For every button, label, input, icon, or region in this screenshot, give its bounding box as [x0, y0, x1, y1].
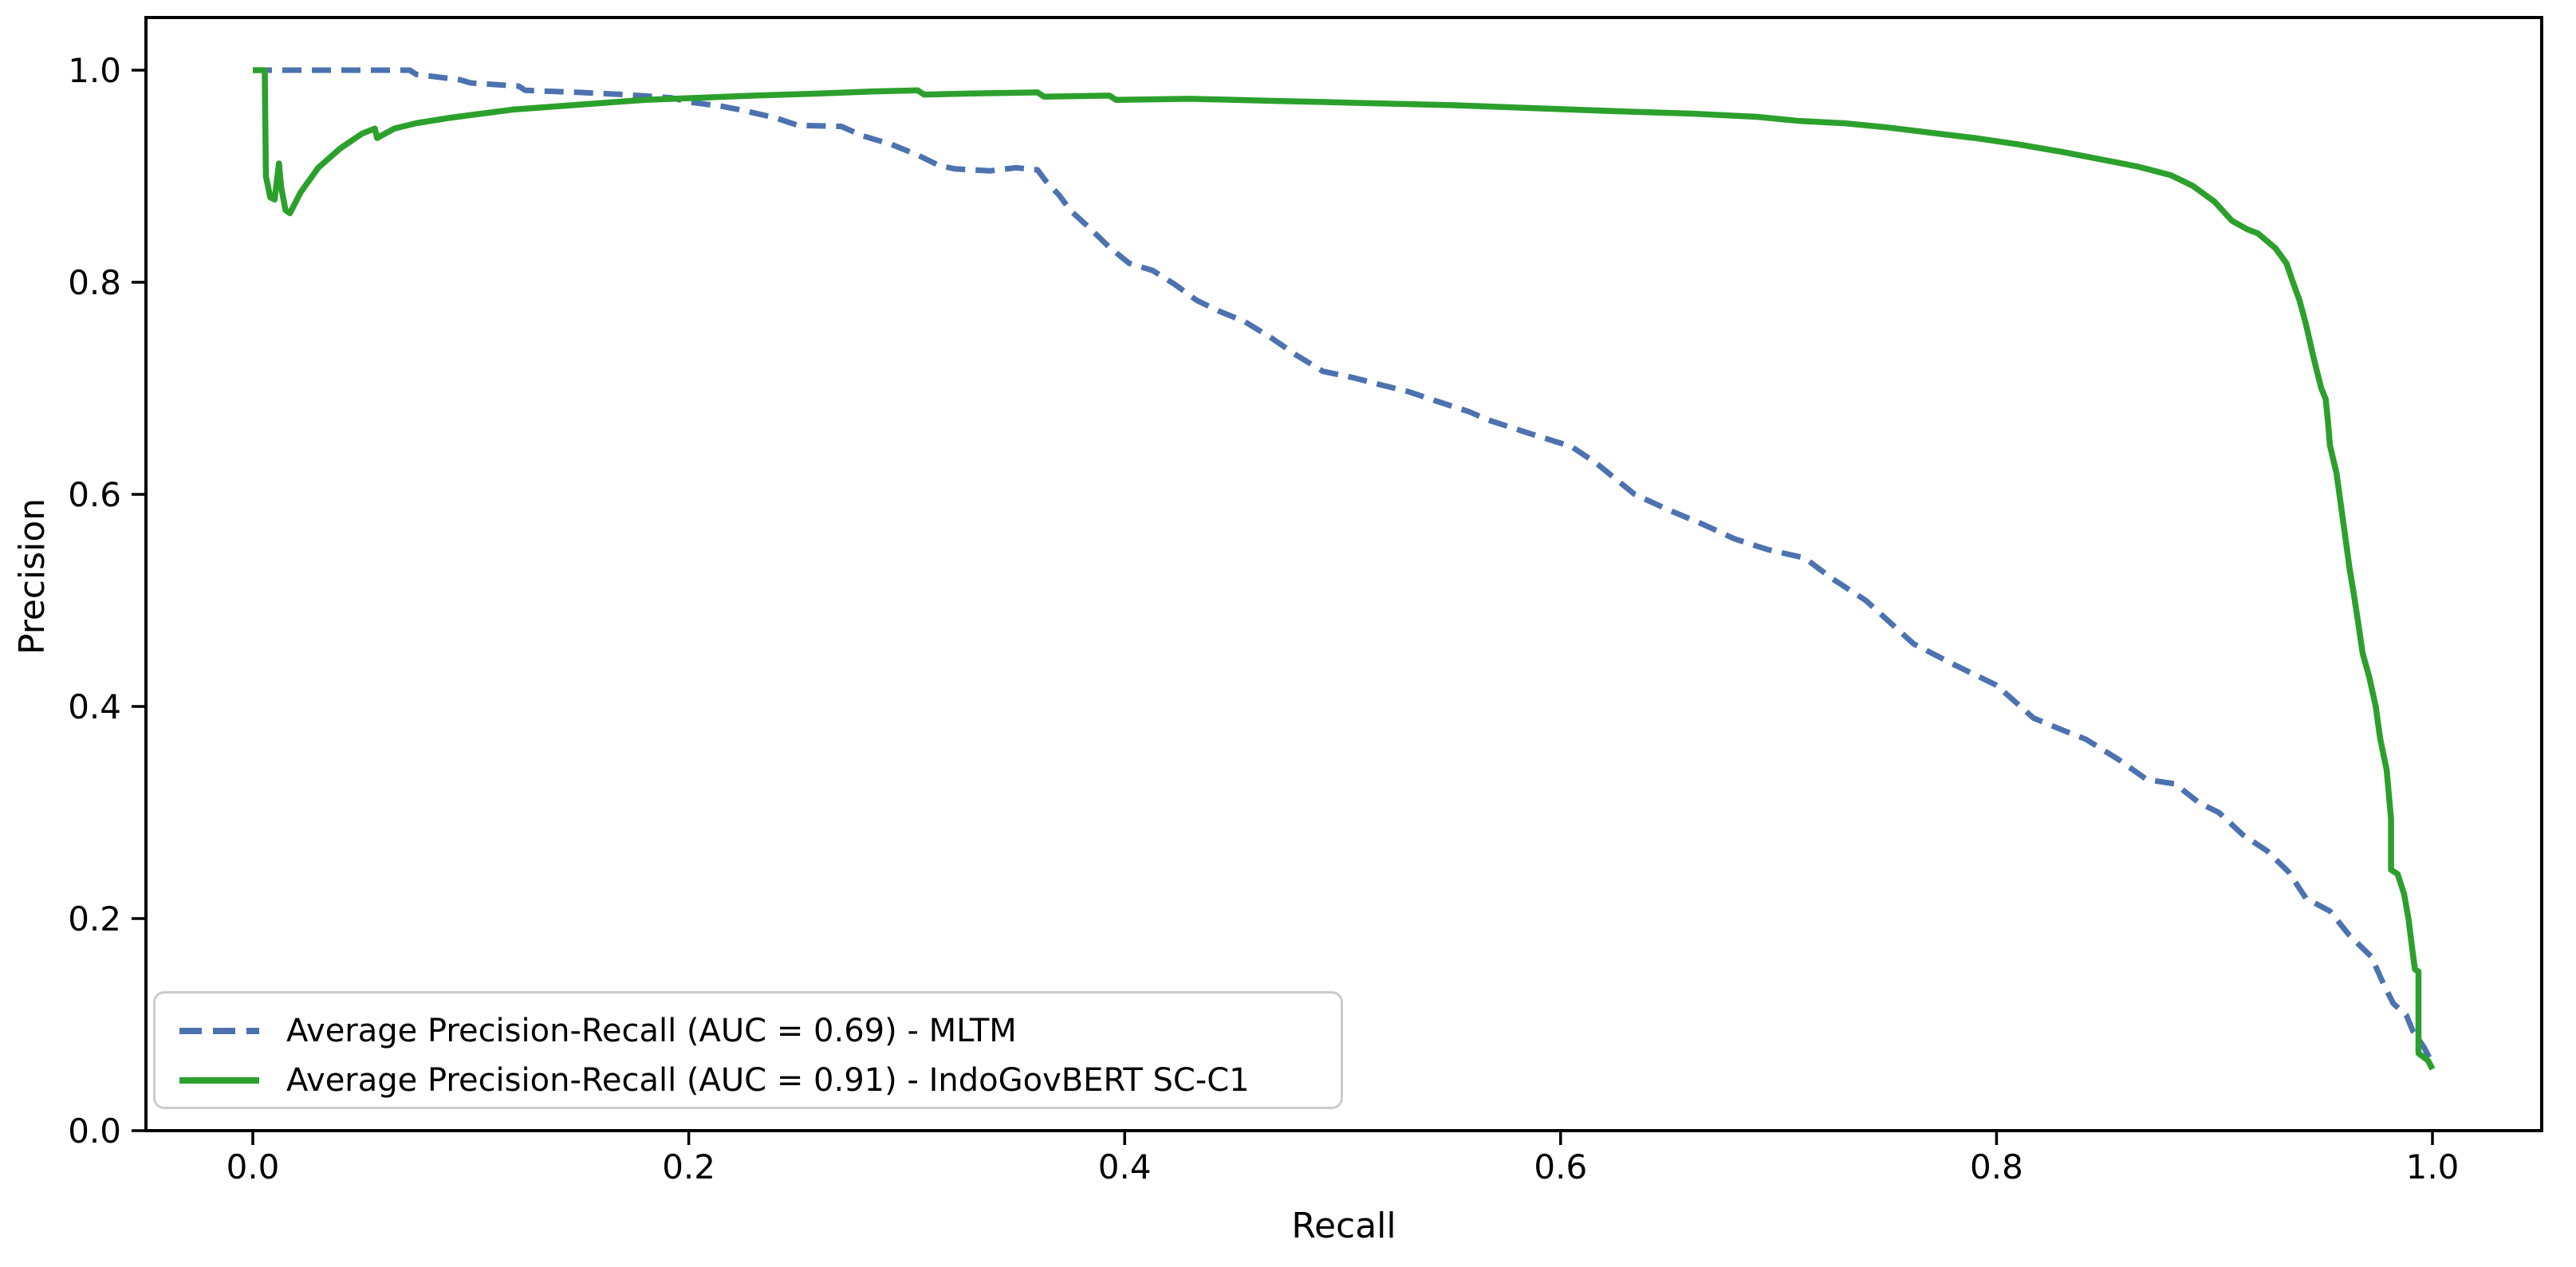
plot-border: [144, 16, 2543, 1132]
legend-item-indogovbert: Average Precision-Recall (AUC = 0.91) - …: [178, 1056, 1341, 1105]
legend-line-sample-mltm: [178, 1025, 261, 1037]
legend-label-indogovbert: Average Precision-Recall (AUC = 0.91) - …: [286, 1062, 1250, 1099]
x-tick-label: 0.4: [1098, 1147, 1152, 1186]
curve-mltm: [253, 67, 2436, 1065]
x-tick-label: 0.2: [662, 1147, 715, 1186]
legend: Average Precision-Recall (AUC = 0.69) - …: [153, 991, 1343, 1109]
legend-label-mltm: Average Precision-Recall (AUC = 0.69) - …: [286, 1013, 1017, 1049]
curve-indogovbert: [253, 67, 2436, 1071]
y-tick-label: 0.0: [68, 1112, 121, 1151]
axis-tick-marks: [132, 69, 2434, 1145]
y-tick-label: 0.4: [68, 687, 121, 726]
y-tick-label: 1.0: [68, 51, 121, 90]
y-tick-label: 0.8: [68, 263, 121, 302]
x-tick-label: 0.6: [1534, 1147, 1587, 1186]
x-tick-label: 0.0: [226, 1147, 280, 1186]
x-tick-label: 1.0: [2406, 1147, 2460, 1186]
x-tick-label: 0.8: [1970, 1147, 2023, 1186]
x-axis-label: Recall: [1291, 1206, 1396, 1246]
axis-tick-labels: 0.0 0.2 0.4 0.6 0.8 1.0 0.0 0.2 0.4 0.6 0.8 1.0: [68, 51, 2459, 1186]
legend-line-sample-indogovbert: [178, 1075, 261, 1086]
y-tick-label: 0.6: [68, 475, 121, 514]
y-tick-label: 0.2: [68, 899, 121, 938]
legend-item-mltm: Average Precision-Recall (AUC = 0.69) - …: [178, 1006, 1341, 1056]
y-axis-label: Precision: [12, 498, 53, 655]
